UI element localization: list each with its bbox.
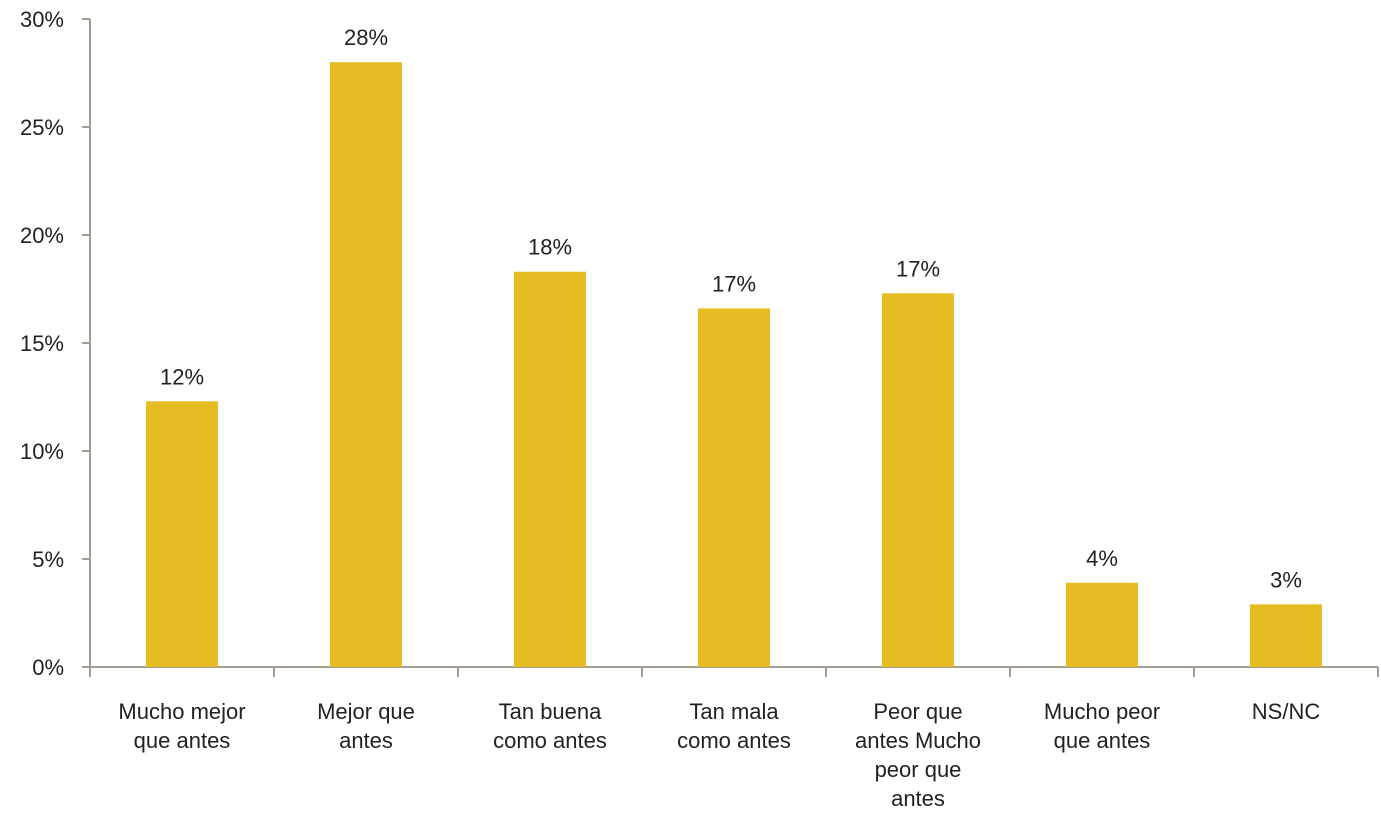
y-tick-label: 10% [20, 439, 64, 464]
y-tick-label: 30% [20, 7, 64, 32]
data-label: 28% [344, 25, 388, 50]
data-label: 3% [1270, 567, 1302, 592]
data-label: 12% [160, 364, 204, 389]
data-label: 17% [896, 256, 940, 281]
category-label: Mejor que antes [317, 699, 415, 753]
category-label: Peor que antes Mucho peor que antes [855, 699, 981, 811]
y-tick-label: 25% [20, 115, 64, 140]
chart-bars [146, 62, 1322, 667]
bar [330, 62, 402, 667]
category-label: Mucho peor que antes [1044, 699, 1160, 753]
y-tick-label: 0% [32, 655, 64, 680]
bar [1250, 604, 1322, 667]
y-tick-label: 15% [20, 331, 64, 356]
y-tick-label: 5% [32, 547, 64, 572]
category-label: Tan buena como antes [493, 699, 607, 753]
data-label: 17% [712, 271, 756, 296]
data-label: 4% [1086, 546, 1118, 571]
bar [514, 272, 586, 667]
y-tick-label: 20% [20, 223, 64, 248]
bar [698, 308, 770, 667]
bar [882, 293, 954, 667]
category-label: Tan mala como antes [677, 699, 791, 753]
category-label: NS/NC [1252, 699, 1321, 724]
category-label: Mucho mejor que antes [118, 699, 245, 753]
bar [146, 401, 218, 667]
bar [1066, 583, 1138, 667]
data-label: 18% [528, 235, 572, 260]
